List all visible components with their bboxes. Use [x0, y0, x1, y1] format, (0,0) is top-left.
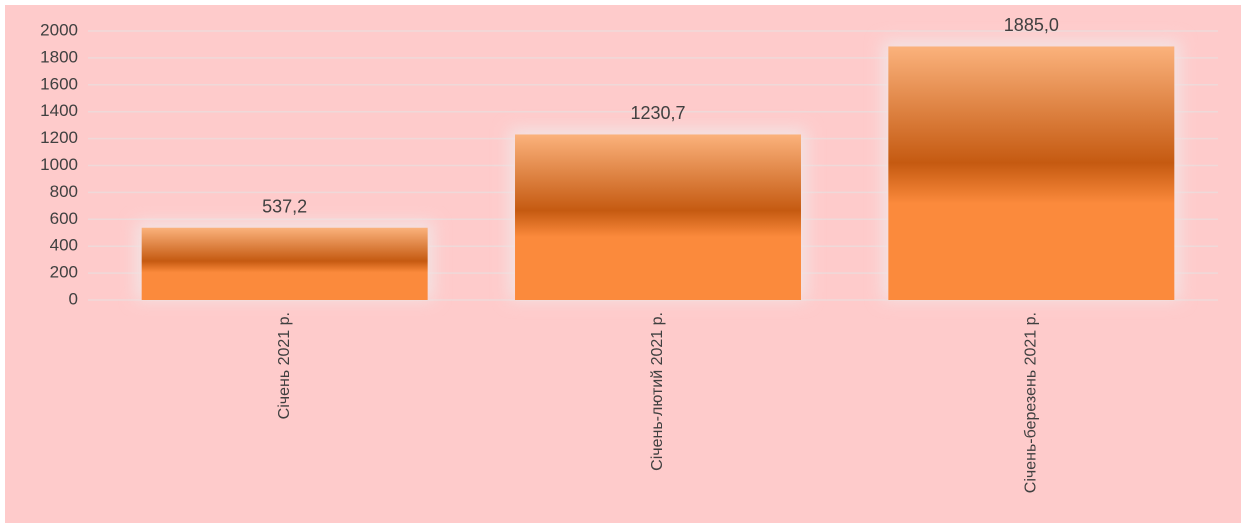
y-tick-label: 600: [50, 209, 78, 228]
y-tick-label: 1400: [40, 101, 78, 120]
y-tick-label: 400: [50, 236, 78, 255]
bar: [141, 227, 428, 300]
value-label: 1885,0: [1004, 15, 1059, 35]
y-tick-label: 200: [50, 263, 78, 282]
y-tick-label: 2000: [40, 20, 78, 39]
x-tick-label: Січень-лютий 2021 р.: [649, 312, 666, 471]
value-label: 537,2: [262, 196, 307, 216]
x-tick-label: Січень-березень 2021 р.: [1023, 312, 1040, 493]
y-tick-label: 0: [69, 289, 78, 308]
y-tick-label: 800: [50, 182, 78, 201]
y-tick-label: 1200: [40, 128, 78, 147]
x-tick-label: Січень 2021 р.: [276, 312, 293, 419]
bar: [515, 134, 801, 300]
marks: [135, 40, 1181, 300]
bar: [888, 46, 1175, 300]
y-tick-label: 1000: [40, 155, 78, 174]
value-label: 1230,7: [630, 103, 685, 123]
y-tick-label: 1800: [40, 47, 78, 66]
y-tick-label: 1600: [40, 74, 78, 93]
